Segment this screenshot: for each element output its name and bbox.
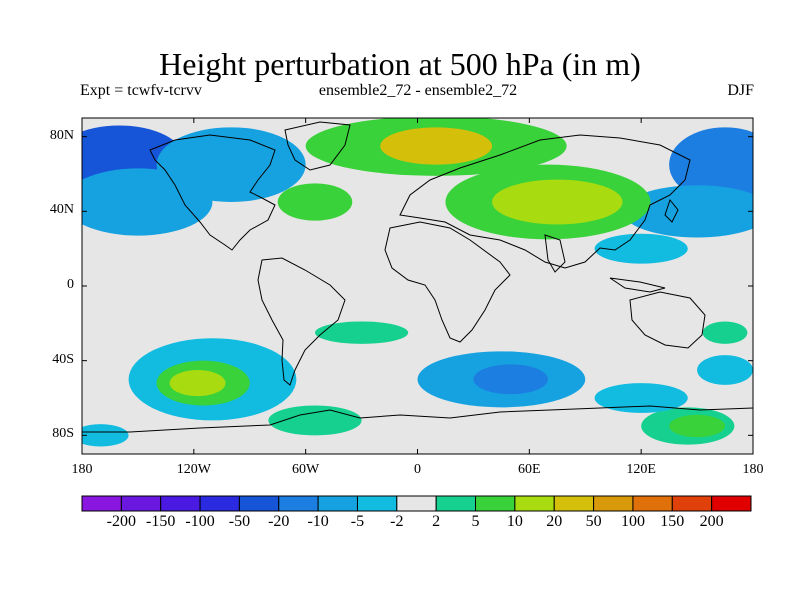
coastlines — [82, 121, 753, 433]
lon-tick-label: 180 — [742, 462, 764, 477]
colorbar-swatch — [81, 495, 122, 512]
coastline-australia — [629, 291, 706, 349]
field-neg-asia-pacific — [669, 127, 753, 202]
colorbar-label: -5 — [350, 513, 365, 530]
colorbar-swatch — [632, 495, 673, 512]
axis-ticks — [81, 118, 754, 454]
colorbar-swatch — [711, 495, 752, 512]
lat-tick-label: 80S — [52, 426, 74, 442]
colorbar-label: -150 — [146, 513, 176, 530]
lon-tick-label: 60E — [518, 462, 541, 477]
field-neg-east-asia — [594, 233, 688, 264]
experiment-label: Expt = tcwfv-tcrvv — [80, 82, 202, 99]
colorbar-swatch — [317, 495, 358, 512]
ensemble-label: ensemble2_72 - ensemble2_72 — [318, 82, 518, 99]
lon-tick-label: 120E — [626, 462, 656, 477]
colorbar-label: -200 — [106, 513, 136, 530]
colorbar-label: -10 — [307, 513, 329, 530]
coastline-eurasia — [399, 134, 691, 269]
field-neg-north-america — [156, 127, 306, 202]
coastline-north-america — [149, 134, 276, 251]
lat-tick-label: 0 — [67, 277, 74, 292]
field-pos-south-atlantic — [314, 321, 409, 344]
lat-tick-label: 80N — [49, 127, 74, 143]
colorbar-swatch — [593, 495, 634, 512]
lon-tick-label: 180 — [71, 462, 93, 477]
colorbar-label: -50 — [228, 513, 251, 530]
colorbar-swatch — [475, 495, 516, 512]
lon-tick-label: 120W — [176, 462, 211, 477]
colorbar-label: 100 — [620, 513, 645, 530]
field-neg-antarctic-west — [82, 424, 129, 447]
contour-fields — [82, 118, 753, 447]
field-neg-south-east — [594, 383, 688, 413]
colorbar-swatch — [238, 495, 280, 512]
colorbar-label: 200 — [699, 513, 724, 530]
coastline-indonesia — [609, 277, 666, 293]
field-pos-south-pole-east-core — [669, 414, 726, 438]
colorbar-swatch — [160, 495, 201, 512]
coastline-greenland — [284, 121, 351, 171]
colorbar-swatch — [278, 495, 319, 512]
colorbar-swatch — [514, 495, 555, 512]
field-pos-atlantic — [277, 183, 353, 221]
colorbar-label: 20 — [546, 513, 563, 530]
colorbar-label: 50 — [585, 513, 602, 530]
colorbar-label: -20 — [268, 513, 290, 530]
colorbar-label: 5 — [471, 513, 480, 530]
coastline-antarctica — [82, 405, 753, 433]
coastline-south-america — [257, 257, 346, 386]
colorbar-swatch — [356, 495, 398, 512]
field-pos-eurasia-core — [492, 179, 623, 225]
colorbar — [81, 495, 752, 512]
field-pos-tropics — [702, 321, 748, 344]
lon-tick-label: 60W — [292, 462, 320, 477]
colorbar-swatch — [199, 495, 240, 512]
colorbar-label: 2 — [432, 513, 441, 530]
colorbar-label: 10 — [506, 513, 523, 530]
colorbar-swatch — [553, 495, 595, 512]
colorbar-label: -100 — [185, 513, 215, 530]
colorbar-label: -2 — [390, 513, 404, 530]
map-title: Height perturbation at 500 hPa (in m) — [159, 46, 641, 82]
field-neg-south-indian-core — [473, 364, 548, 395]
field-neg-mid-pacific — [622, 185, 753, 238]
colorbar-swatch — [671, 495, 713, 512]
season-label: DJF — [727, 82, 754, 99]
coastline-japan — [664, 198, 679, 223]
lat-tick-label: 40N — [49, 202, 74, 218]
colorbar-label: 150 — [660, 513, 685, 530]
colorbar-swatch — [120, 495, 162, 512]
field-pos-south-pacific-core — [169, 370, 226, 397]
lon-tick-label: 0 — [414, 462, 421, 477]
lat-tick-label: 40S — [52, 351, 74, 367]
colorbar-swatch — [396, 495, 437, 512]
coastline-africa — [384, 221, 511, 343]
field-pos-arctic-core — [380, 127, 493, 165]
field-pos-antarctic-atlantic — [268, 405, 362, 436]
field-neg-south-far-east — [697, 355, 753, 385]
colorbar-swatch — [435, 495, 477, 512]
coastline-india — [544, 234, 566, 273]
